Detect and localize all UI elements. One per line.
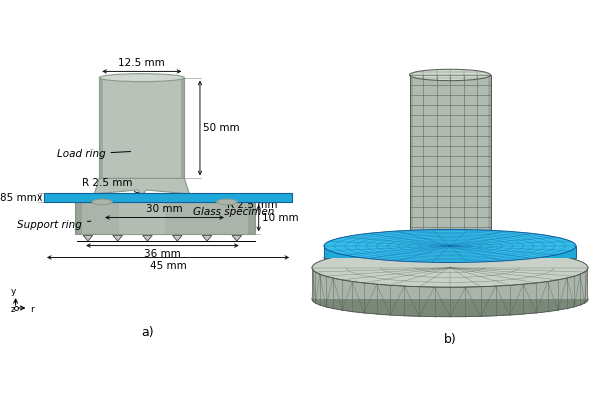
Polygon shape	[143, 235, 152, 241]
Text: y: y	[11, 287, 17, 296]
Polygon shape	[324, 246, 576, 258]
Ellipse shape	[324, 244, 576, 272]
Text: r: r	[30, 305, 34, 314]
Text: a): a)	[141, 326, 154, 339]
Ellipse shape	[312, 282, 588, 317]
Text: 30 mm: 30 mm	[146, 204, 183, 214]
Ellipse shape	[409, 231, 491, 243]
Text: 45 mm: 45 mm	[149, 261, 187, 271]
Bar	[44, 193, 292, 202]
Bar	[248, 202, 255, 234]
Bar	[75, 202, 255, 234]
Ellipse shape	[324, 229, 576, 263]
Bar	[75, 202, 82, 234]
Text: 12.5 mm: 12.5 mm	[118, 58, 165, 68]
Ellipse shape	[312, 248, 588, 287]
Text: z: z	[10, 305, 15, 314]
Bar	[409, 75, 413, 237]
Text: Support ring: Support ring	[17, 220, 91, 230]
Text: 10 mm: 10 mm	[262, 213, 298, 223]
Polygon shape	[232, 235, 242, 241]
Bar	[99, 78, 184, 178]
Bar	[119, 202, 164, 234]
Text: R 2.5 mm: R 2.5 mm	[227, 200, 277, 209]
Polygon shape	[83, 235, 93, 241]
Text: 2.85 mm: 2.85 mm	[0, 193, 37, 202]
Text: Glass specimen: Glass specimen	[193, 200, 274, 217]
Ellipse shape	[99, 74, 184, 82]
Ellipse shape	[217, 199, 237, 205]
Bar	[312, 268, 588, 299]
Polygon shape	[202, 235, 212, 241]
Polygon shape	[94, 178, 190, 194]
Text: 36 mm: 36 mm	[144, 249, 181, 259]
Bar	[487, 75, 491, 237]
Text: Load ring: Load ring	[57, 149, 131, 159]
Text: b): b)	[443, 333, 457, 346]
Polygon shape	[172, 235, 182, 241]
Ellipse shape	[409, 69, 491, 81]
Text: R 2.5 mm: R 2.5 mm	[82, 178, 140, 194]
Bar	[409, 75, 491, 237]
Bar	[99, 78, 103, 178]
Ellipse shape	[92, 199, 112, 205]
Text: 50 mm: 50 mm	[203, 123, 239, 133]
Polygon shape	[113, 235, 122, 241]
Bar	[181, 78, 184, 178]
